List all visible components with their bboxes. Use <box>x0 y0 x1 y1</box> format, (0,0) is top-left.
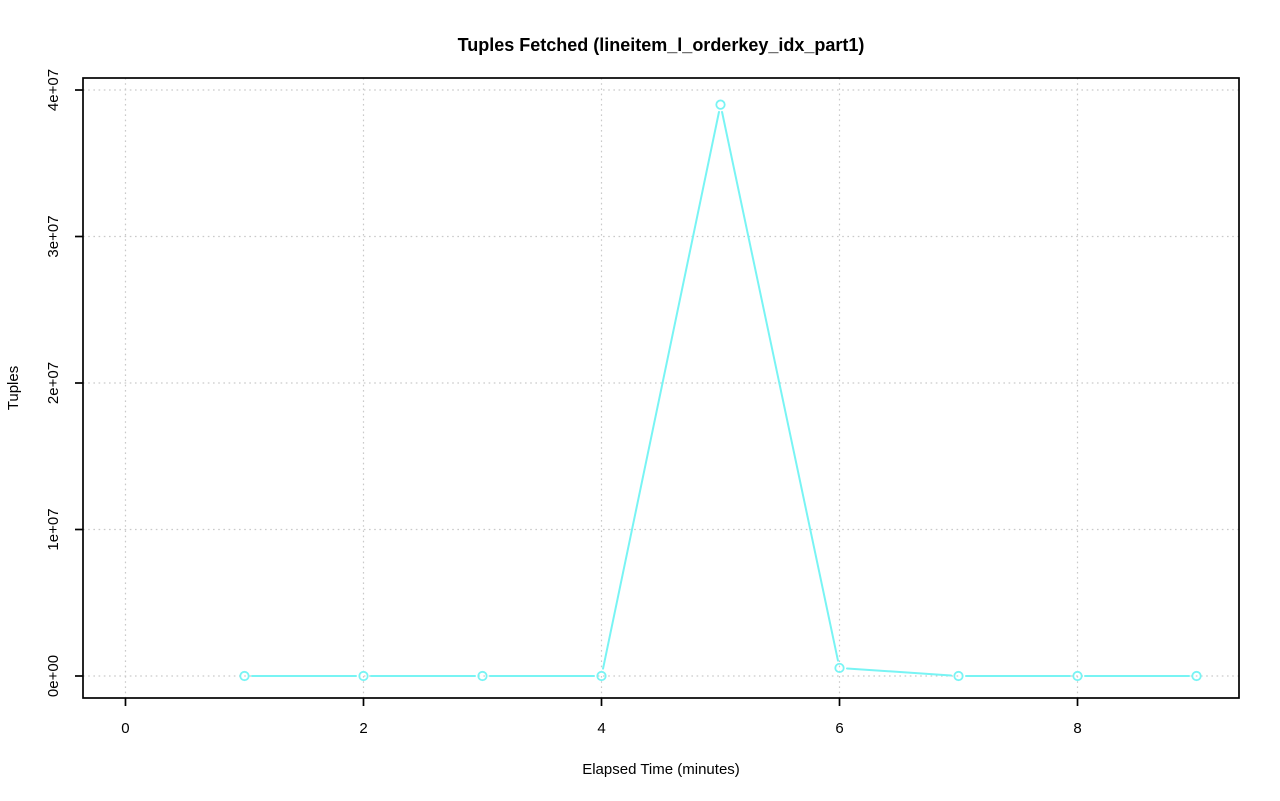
y-tick-label: 1e+07 <box>45 508 62 550</box>
axes: 0 2 4 6 8 0e+00 1e+07 2e+07 3e+07 4e+07 <box>45 69 1240 737</box>
data-point-marker <box>1072 670 1083 682</box>
data-series <box>239 99 1202 682</box>
data-point-marker <box>1191 670 1202 682</box>
data-point-marker <box>834 662 845 674</box>
data-point-marker <box>239 670 250 682</box>
series-line-segment <box>721 111 839 662</box>
y-axis-label: Tuples <box>5 366 22 410</box>
x-tick-label: 0 <box>121 720 129 737</box>
x-tick-label: 6 <box>835 720 843 737</box>
x-axis-label: Elapsed Time (minutes) <box>582 761 740 778</box>
y-tick-label: 4e+07 <box>45 69 62 111</box>
data-point-marker <box>715 99 726 110</box>
y-tick-label: 2e+07 <box>45 362 62 404</box>
data-point-marker <box>953 670 964 682</box>
data-point-marker <box>477 670 488 682</box>
y-tick-label: 3e+07 <box>45 215 62 257</box>
data-point-marker <box>358 670 369 682</box>
plot-box <box>82 77 1240 699</box>
x-tick-label: 8 <box>1073 720 1081 737</box>
series-line-segment <box>845 667 953 677</box>
y-tick-label: 0e+00 <box>45 655 62 697</box>
x-tick-label: 4 <box>597 720 605 737</box>
series-line-segment <box>602 111 720 670</box>
chart-title: Tuples Fetched (lineitem_l_orderkey_idx_… <box>458 35 865 55</box>
data-point-marker <box>596 670 607 682</box>
x-tick-label: 2 <box>359 720 367 737</box>
